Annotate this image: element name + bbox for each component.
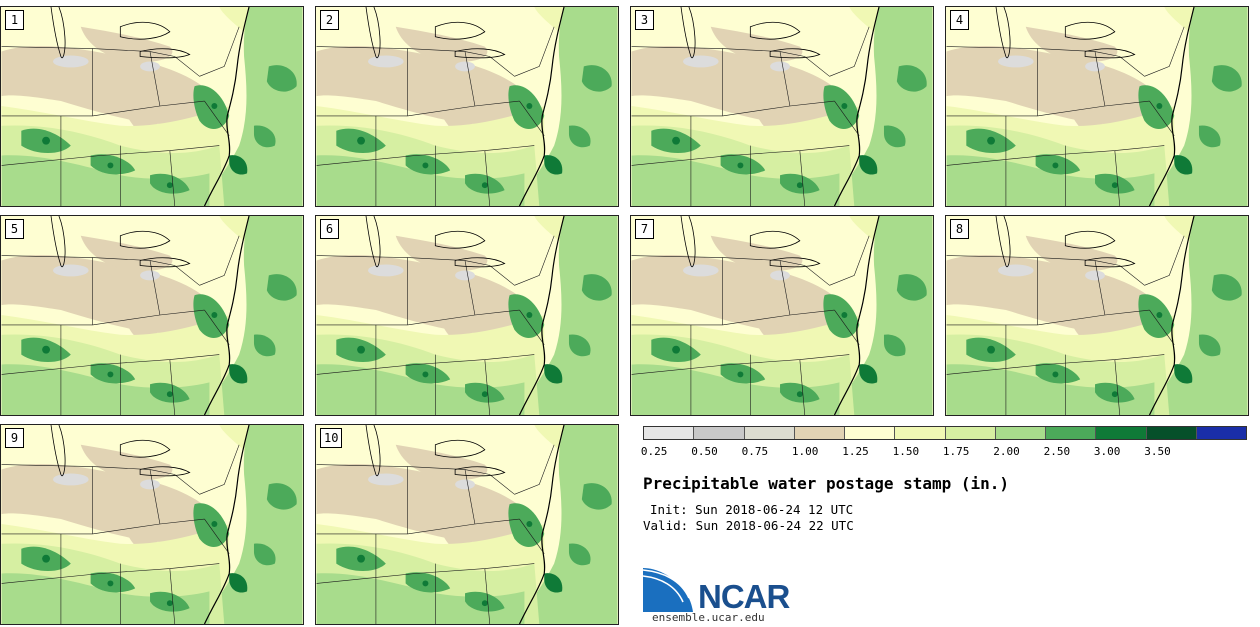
stamp-number: 3: [635, 10, 654, 30]
map-stamp: 9: [0, 424, 304, 625]
map-stamp: 8: [945, 215, 1249, 416]
legend-tick-label: 0.75: [741, 445, 769, 458]
ncar-logo-text: NCAR: [698, 578, 790, 615]
map-stamp: 3: [630, 6, 934, 207]
map-stamp: 6: [315, 215, 619, 416]
legend-tick-label: 1.50: [892, 445, 920, 458]
legend-swatch: [995, 427, 1046, 439]
legend-tick-label: 3.00: [1093, 445, 1121, 458]
precipitable-water-map: [631, 216, 933, 415]
legend-tick-label: 1.75: [942, 445, 970, 458]
precipitable-water-map: [631, 7, 933, 206]
ncar-logo: [643, 568, 693, 612]
map-stamp: 5: [0, 215, 304, 416]
map-stamp: 4: [945, 6, 1249, 207]
legend-swatch: [1046, 427, 1097, 439]
valid-time: Valid: Sun 2018-06-24 22 UTC: [643, 518, 854, 533]
map-stamp: 10: [315, 424, 619, 625]
legend-swatch: [845, 427, 896, 439]
precipitable-water-map: [946, 7, 1248, 206]
legend-swatch: [694, 427, 745, 439]
precipitable-water-map: [316, 216, 618, 415]
precipitable-water-map: [946, 216, 1248, 415]
legend-swatch: [1146, 427, 1197, 439]
stamp-number: 1: [5, 10, 24, 30]
site-url: ensemble.ucar.edu: [652, 611, 765, 624]
stamp-number: 2: [320, 10, 339, 30]
legend-tick-label: 0.50: [691, 445, 718, 458]
stamp-number: 10: [320, 428, 343, 448]
legend-tick-label: 2.50: [1043, 445, 1071, 458]
map-stamp: 1: [0, 6, 304, 207]
stamp-number: 5: [5, 219, 24, 239]
legend-swatch: [644, 427, 695, 439]
legend-ticks: 0.25 0.50 0.75 1.00 1.25 1.50 1.75 2.00 2.50 3.00…: [630, 445, 1260, 459]
stamp-number: 8: [950, 219, 969, 239]
precipitable-water-map: [316, 425, 618, 624]
precipitable-water-map: [1, 425, 303, 624]
stamp-number: 7: [635, 219, 654, 239]
precipitable-water-map: [1, 216, 303, 415]
legend-swatch: [744, 427, 795, 439]
legend-tick-label: 1.00: [791, 445, 819, 458]
precipitable-water-map: [316, 7, 618, 206]
legend-swatch: [1096, 427, 1147, 439]
map-stamp: 2: [315, 6, 619, 207]
legend-tick-label: 3.50: [1144, 445, 1171, 458]
stamp-number: 4: [950, 10, 969, 30]
precipitable-water-map: [1, 7, 303, 206]
stamp-number: 6: [320, 219, 339, 239]
legend-swatch: [794, 427, 845, 439]
legend-swatch: [895, 427, 946, 439]
legend-colorbar: [643, 426, 1247, 440]
legend-tick-label: 2.00: [993, 445, 1020, 458]
legend-tick-label: 1.25: [842, 445, 869, 458]
chart-title: Precipitable water postage stamp (in.): [643, 474, 1010, 493]
stamp-number: 9: [5, 428, 24, 448]
legend-tick-label: 0.25: [640, 445, 668, 458]
legend-swatch: [1196, 427, 1246, 439]
init-time: Init: Sun 2018-06-24 12 UTC: [650, 502, 854, 517]
legend-swatch: [945, 427, 996, 439]
map-stamp: 7: [630, 215, 934, 416]
